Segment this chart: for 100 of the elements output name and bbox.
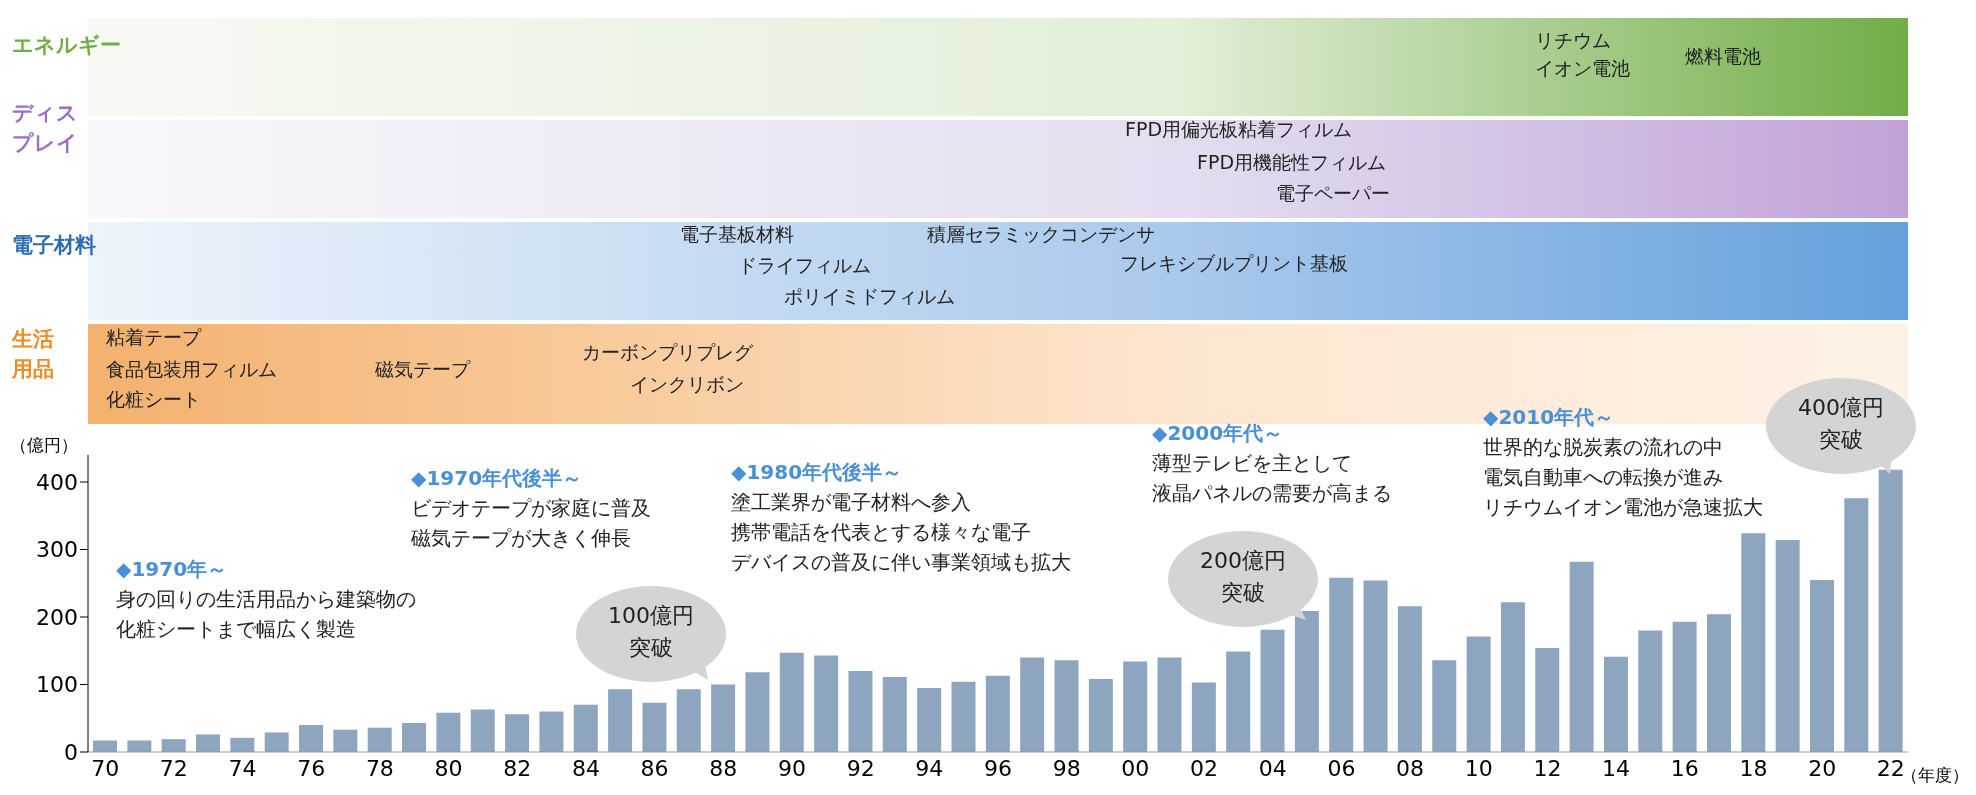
text: ドライフィルム — [738, 253, 871, 278]
bar — [333, 729, 358, 752]
text: ディスプレイ — [12, 100, 78, 157]
text: 生活用品 — [12, 326, 54, 383]
text: FPD用機能性フィルム — [1197, 150, 1387, 175]
text: 粘着テープ — [106, 325, 201, 350]
annotation: ◆1970年代後半～ — [411, 465, 583, 492]
y-tick-label: 200 — [36, 604, 78, 630]
y-tick-label: 100 — [36, 672, 78, 698]
annotation: 世界的な脱炭素の流れの中電気自動車への転換が進みリチウムイオン電池が急速拡大 — [1483, 434, 1763, 521]
bar — [573, 704, 598, 752]
bar — [1638, 630, 1663, 752]
x-tick-label: 16 — [1670, 755, 1699, 781]
x-tick-label: 84 — [571, 755, 600, 781]
annotation: ◆1970年～ — [116, 556, 228, 583]
bar — [161, 739, 186, 752]
annotation: 100億円突破 — [607, 602, 695, 662]
x-tick-label: 70 — [91, 755, 120, 781]
text: エネルギー — [12, 32, 121, 59]
bar — [1535, 648, 1560, 752]
bar — [779, 652, 804, 752]
bar — [402, 722, 427, 752]
text: 積層セラミックコンデンサ — [927, 222, 1155, 247]
bar — [951, 681, 976, 752]
annotation: 薄型テレビを主として液晶パネルの需要が高まる — [1152, 450, 1392, 507]
x-tick-label: 02 — [1190, 755, 1219, 781]
bar — [814, 655, 839, 752]
bar — [1363, 580, 1388, 752]
text: 燃料電池 — [1685, 44, 1761, 69]
bar — [1706, 614, 1731, 752]
x-tick-label: 74 — [228, 755, 257, 781]
text: 電子ペーパー — [1276, 181, 1390, 206]
bar — [882, 677, 907, 752]
x-tick-label: 04 — [1258, 755, 1287, 781]
x-tick-label: 94 — [915, 755, 944, 781]
bar — [1672, 621, 1697, 752]
bar — [1123, 661, 1148, 752]
text: FPD用偏光板粘着フィルム — [1125, 117, 1353, 142]
bar — [470, 709, 495, 752]
bar — [230, 737, 255, 752]
text: カーボンプリプレグ — [582, 340, 753, 365]
bar — [642, 702, 667, 752]
annotation: 身の回りの生活用品から建築物の化粧シートまで幅広く製造 — [116, 586, 416, 643]
bar — [264, 732, 289, 752]
bar — [1500, 602, 1525, 752]
bar — [676, 689, 701, 752]
text: 化粧シート — [106, 387, 201, 412]
bar — [436, 712, 461, 752]
x-tick-label: 98 — [1052, 755, 1081, 781]
bar — [1088, 679, 1113, 752]
text: 電子基板材料 — [680, 222, 794, 247]
bar — [1054, 660, 1079, 752]
x-tick-label: 10 — [1464, 755, 1493, 781]
bar — [1020, 657, 1045, 752]
bar — [848, 671, 873, 752]
x-tick-label: 22 — [1876, 755, 1905, 781]
bar — [505, 714, 530, 752]
text: ポリイミドフィルム — [784, 284, 955, 309]
text: 400億円突破 — [1797, 394, 1885, 454]
x-tick-label: 08 — [1396, 755, 1425, 781]
text: ◆2010年代～ — [1483, 404, 1615, 431]
x-tick-label: 06 — [1327, 755, 1356, 781]
bar — [1466, 636, 1491, 752]
annotation: ビデオテープが家庭に普及磁気テープが大きく伸長 — [411, 495, 651, 552]
x-tick-label: 82 — [503, 755, 532, 781]
bar — [1432, 660, 1457, 752]
bar — [1603, 656, 1628, 752]
bar — [1397, 606, 1422, 752]
x-tick-label: 86 — [640, 755, 669, 781]
bar — [1260, 629, 1285, 752]
annotation: 200億円突破 — [1199, 547, 1287, 607]
text: 食品包装用フィルム — [106, 357, 277, 382]
bar — [539, 711, 564, 752]
x-tick-label: 18 — [1739, 755, 1768, 781]
x-tick-label: 78 — [365, 755, 394, 781]
text: ◆2000年代～ — [1152, 420, 1284, 447]
x-tick-label: 96 — [984, 755, 1012, 781]
x-tick-label: 12 — [1533, 755, 1562, 781]
annotation: ◆1980年代後半～ — [731, 459, 903, 486]
bar — [367, 727, 392, 752]
bar — [196, 734, 221, 752]
text: リチウムイオン電池 — [1535, 28, 1630, 81]
x-tick-label: 72 — [159, 755, 188, 781]
y-axis-title: （億円） — [10, 434, 78, 457]
y-tick-label: 300 — [36, 537, 78, 563]
x-tick-label: 90 — [777, 755, 806, 781]
text: 磁気テープ — [375, 357, 470, 382]
bar — [711, 684, 736, 752]
y-tick-label: 0 — [64, 739, 78, 765]
text: フレキシブルプリント基板 — [1120, 251, 1348, 276]
bar — [1157, 657, 1182, 752]
bar — [608, 689, 633, 752]
bar — [299, 725, 324, 752]
bar — [745, 672, 770, 752]
text: インクリボン — [630, 372, 744, 397]
y-tick-label: 400 — [36, 469, 78, 495]
bar — [1329, 577, 1354, 752]
x-tick-label: 88 — [709, 755, 738, 781]
text: 電子材料 — [12, 232, 96, 259]
bar — [1878, 469, 1903, 752]
